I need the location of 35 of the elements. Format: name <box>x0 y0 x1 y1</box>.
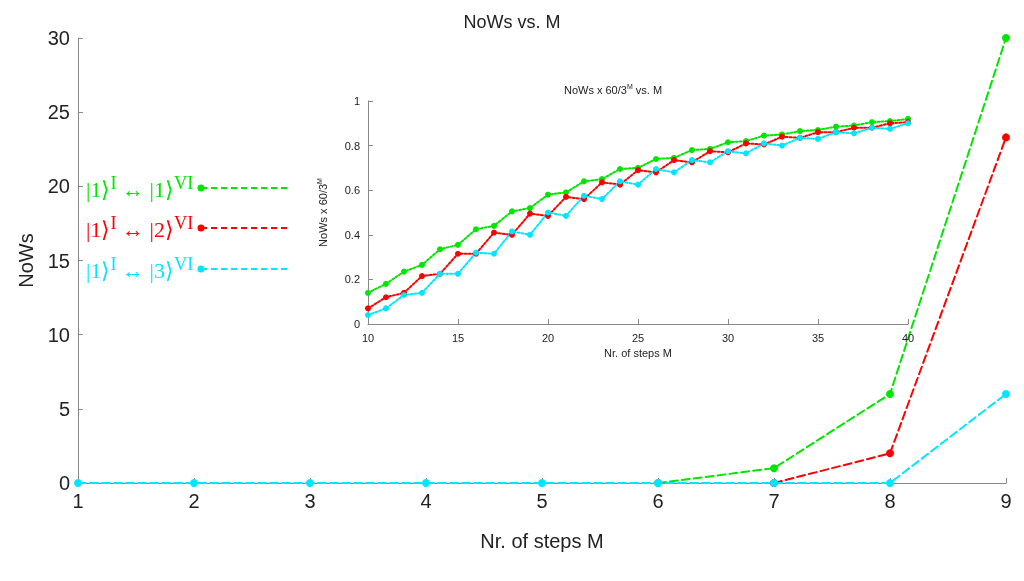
chart-title: NoWs vs. M <box>463 12 561 32</box>
x-tick-label: 10 <box>361 331 375 344</box>
y-axis-title: NoWs <box>15 233 37 288</box>
y-tick-label: 25 <box>47 101 70 124</box>
y-tick-label: 0.2 <box>344 273 360 286</box>
x-tick-label: 35 <box>811 331 825 344</box>
x-tick-label: 15 <box>451 331 465 344</box>
x-tick-label: 40 <box>901 331 915 344</box>
x-tick-label: 25 <box>631 331 645 344</box>
x-axis-title: Nr. of steps M <box>604 347 672 360</box>
x-tick-label: 20 <box>541 331 555 344</box>
y-tick-label: 30 <box>47 27 70 49</box>
y-tick-label: 0.6 <box>344 184 360 197</box>
y-tick-label: 0 <box>353 318 360 330</box>
y-tick-label: 15 <box>47 249 70 272</box>
x-axis-title: Nr. of steps M <box>480 530 604 552</box>
legend-label: |1⟩$^{I}$ ↔ |3⟩$^{VI}$ <box>86 253 194 284</box>
x-tick-label: 9 <box>1000 490 1012 512</box>
y-tick-label: 1 <box>353 95 360 107</box>
x-tick-label: 6 <box>652 490 664 512</box>
x-tick-label: 30 <box>721 331 735 344</box>
y-tick-label: 0.8 <box>344 139 360 152</box>
legend-label: |1⟩$^{I}$ ↔ |1⟩$^{VI}$ <box>86 173 194 204</box>
x-tick-label: 3 <box>304 490 316 512</box>
y-tick-label: 20 <box>47 175 70 198</box>
legend-label: |1⟩$^{I}$ ↔ |2⟩$^{VI}$ <box>86 213 194 244</box>
x-tick-label: 1 <box>72 490 84 512</box>
x-tick-label: 8 <box>884 490 896 512</box>
y-tick-label: 0 <box>58 472 70 494</box>
x-tick-label: 5 <box>536 490 548 512</box>
x-tick-label: 4 <box>420 490 432 512</box>
x-tick-label: 7 <box>768 490 780 512</box>
y-tick-label: 5 <box>58 397 70 420</box>
x-tick-label: 2 <box>188 490 200 512</box>
y-tick-label: 0.4 <box>344 228 360 241</box>
